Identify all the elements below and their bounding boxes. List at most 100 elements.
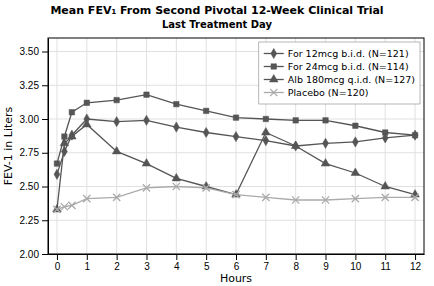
x-tick-mark: [87, 254, 88, 260]
series-marker: [172, 173, 181, 180]
y-axis-line: [48, 39, 49, 255]
y-tick: 2.75: [20, 147, 48, 158]
y-axis-title: FEV-1 in Liters: [2, 106, 15, 185]
y-tick: 2.00: [20, 249, 48, 260]
y-tick-mark: [42, 52, 48, 53]
series-marker: [113, 194, 120, 201]
x-tick: 2: [114, 254, 120, 272]
x-tick-label: 5: [204, 261, 210, 272]
series-marker: [203, 184, 210, 191]
series-marker: [84, 100, 89, 105]
legend-item: Alb 180mcg q.i.d. (N=127): [264, 74, 415, 85]
x-tick-label: 0: [55, 261, 61, 272]
x-tick-mark: [266, 254, 267, 260]
series-marker: [293, 118, 298, 123]
x-tick: 8: [293, 254, 299, 272]
data-marks: [53, 92, 420, 213]
x-tick: 7: [264, 254, 270, 272]
legend-label: Alb 180mcg q.i.d. (N=127): [288, 74, 415, 85]
series-marker: [142, 159, 151, 166]
chart-subtitle: Last Treatment Day: [162, 19, 273, 30]
y-tick: 3.25: [20, 80, 48, 91]
series-marker: [382, 194, 389, 201]
series-marker: [292, 196, 299, 203]
y-tick: 3.00: [20, 114, 48, 125]
x-tick: 11: [381, 254, 392, 272]
grid-line-x: [176, 38, 177, 254]
legend-symbol: [269, 75, 278, 82]
y-tick-label: 2.00: [20, 249, 40, 260]
grid-line-x: [206, 38, 207, 254]
x-tick-mark: [57, 254, 58, 260]
x-tick-mark: [326, 254, 327, 260]
series-marker: [382, 130, 387, 135]
y-axis: 2.002.252.502.753.003.253.50: [20, 39, 49, 260]
y-tick: 2.25: [20, 215, 48, 226]
y-tick-label: 3.50: [20, 46, 40, 57]
series-marker: [54, 161, 59, 166]
y-tick-mark: [42, 119, 48, 120]
x-tick-mark: [146, 254, 147, 260]
y-tick-mark: [42, 220, 48, 221]
x-tick-label: 12: [410, 261, 422, 272]
series-marker: [60, 138, 69, 145]
series-line: [57, 124, 415, 209]
series-marker: [353, 123, 358, 128]
x-tick: 0: [55, 254, 61, 272]
x-tick-mark: [385, 254, 386, 260]
series: [53, 119, 420, 211]
y-tick-label: 3.00: [20, 114, 40, 125]
series-marker: [69, 110, 74, 115]
legend-symbol: [271, 48, 277, 58]
x-tick-label: 7: [264, 261, 270, 272]
y-tick-label: 2.25: [20, 215, 40, 226]
y-tick-label: 3.25: [20, 80, 40, 91]
series-marker: [323, 118, 328, 123]
series-marker: [352, 195, 359, 202]
x-tick-mark: [296, 254, 297, 260]
series: [54, 114, 418, 180]
x-tick-mark: [415, 254, 416, 260]
series-marker: [54, 169, 60, 179]
grid-line-x: [146, 38, 147, 254]
legend-item: For 12mcg b.i.d. (N=121): [264, 48, 409, 59]
x-tick-label: 3: [144, 261, 150, 272]
legend-item: For 24mcg b.i.d. (N=114): [264, 61, 409, 72]
legend-box: [259, 42, 420, 104]
x-tick-label: 2: [114, 261, 120, 272]
x-tick: 5: [204, 254, 210, 272]
series-marker: [323, 138, 329, 148]
chart-title: Mean FEV₁ From Second Pivotal 12-Week Cl…: [50, 4, 383, 17]
plot-frame: [48, 38, 424, 254]
x-tick: 6: [234, 254, 240, 272]
series-marker: [381, 182, 390, 189]
legend-symbol: [270, 89, 277, 96]
x-axis: 0123456789101112: [49, 254, 425, 272]
series-marker: [262, 128, 271, 135]
x-tick-mark: [355, 254, 356, 260]
x-tick-label: 11: [381, 261, 392, 272]
series-marker: [411, 190, 420, 197]
series-marker: [263, 116, 268, 121]
x-tick-mark: [206, 254, 207, 260]
series-marker: [68, 132, 77, 139]
series-line: [57, 187, 415, 210]
series-marker: [143, 184, 150, 191]
series-marker: [351, 168, 360, 175]
grid: [48, 38, 424, 254]
x-tick-mark: [117, 254, 118, 260]
x-tick-label: 9: [323, 261, 329, 272]
grid-line-x: [56, 38, 57, 254]
x-tick-label: 10: [350, 261, 362, 272]
series-marker: [321, 159, 330, 166]
series-marker: [232, 191, 239, 198]
series-marker: [262, 194, 269, 201]
series-marker: [233, 131, 239, 141]
chart-svg: Mean FEV₁ From Second Pivotal 12-Week Cl…: [0, 0, 434, 286]
x-tick-label: 8: [293, 261, 299, 272]
legend-item: Placebo (N=120): [264, 87, 369, 98]
legend-label: For 24mcg b.i.d. (N=114): [288, 61, 409, 72]
legend-label: For 12mcg b.i.d. (N=121): [288, 48, 409, 59]
x-tick: 10: [350, 254, 362, 272]
grid-line-y: [48, 186, 424, 187]
